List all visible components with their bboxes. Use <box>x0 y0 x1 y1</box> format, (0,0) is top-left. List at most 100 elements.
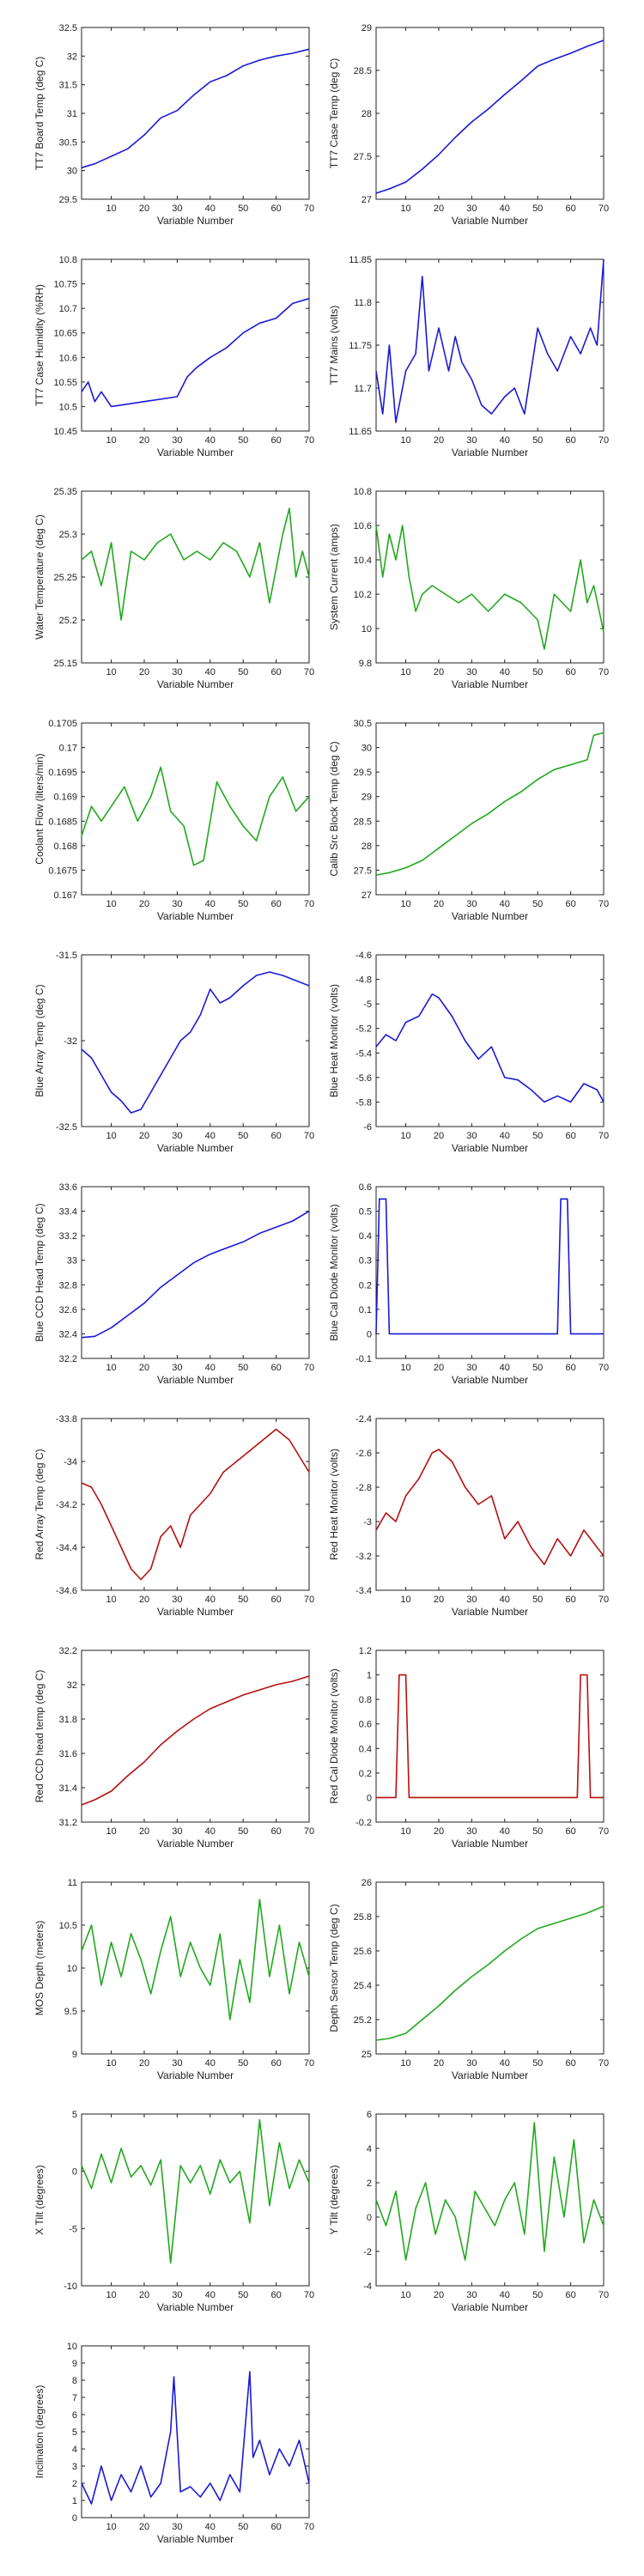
y-tick-label: 0.17 <box>59 744 77 754</box>
x-tick-label: 20 <box>139 1826 149 1837</box>
y-tick-label: -3.2 <box>355 1552 372 1562</box>
y-tick-label: 9.5 <box>64 2007 77 2017</box>
y-tick-label: 30 <box>67 167 77 177</box>
x-tick-label: 60 <box>270 899 281 909</box>
x-tick-label: 60 <box>270 1595 281 1605</box>
x-tick-label: 70 <box>598 204 609 214</box>
chart-panel-7: 10 20 30 40 50 60 70 0.167 0.1675 0.168 0.1685 0.16… <box>33 719 314 922</box>
x-tick-label: 50 <box>238 2522 248 2532</box>
x-tick-label: 20 <box>139 1363 149 1373</box>
x-tick-label: 20 <box>434 899 444 909</box>
x-tick-label: 20 <box>434 435 444 446</box>
x-tick-label: 60 <box>270 1826 281 1837</box>
y-tick-label: 9.8 <box>359 659 372 669</box>
chart-panel-5: 10 20 30 40 50 60 70 25.15 25.2 25.25 25.3 25.35 Var… <box>33 487 314 690</box>
y-axis-label: Blue CCD Head Temp (deg C) <box>33 1203 46 1341</box>
x-tick-label: 50 <box>238 204 248 214</box>
y-tick-label: -34.4 <box>56 1543 77 1553</box>
x-tick-label: 20 <box>139 899 149 909</box>
y-tick-label: 0.6 <box>359 1720 372 1730</box>
plot-frame <box>375 258 605 432</box>
x-tick-label: 40 <box>500 1826 510 1837</box>
y-tick-label: 29 <box>361 793 372 803</box>
x-tick-label: 70 <box>304 1131 314 1141</box>
y-tick-label: 10 <box>67 1964 77 1974</box>
y-tick-label: 0 <box>367 2213 372 2223</box>
chart-panel-21: 10 20 30 40 50 60 70 0 1 2 3 4 5 6 7 8 9 10 Variable Numbe… <box>33 2342 314 2545</box>
plot-frame <box>81 1881 310 2055</box>
x-tick-label: 70 <box>598 1131 609 1141</box>
x-tick-label: 60 <box>565 2290 575 2300</box>
series-line <box>81 48 310 169</box>
x-tick-label: 60 <box>565 204 575 214</box>
x-tick-label: 10 <box>400 435 410 446</box>
x-tick-label: 10 <box>106 2058 116 2069</box>
plot-frame <box>81 1418 310 1591</box>
x-tick-label: 30 <box>466 1826 477 1837</box>
x-tick-label: 30 <box>466 1595 477 1605</box>
y-tick-label: 25 <box>361 2050 372 2060</box>
x-axis-label: Variable Number <box>452 215 528 227</box>
x-tick-label: 10 <box>106 1595 116 1605</box>
x-tick-label: 30 <box>172 1826 182 1837</box>
x-axis-label: Variable Number <box>452 1142 528 1154</box>
series-line <box>81 2371 310 2505</box>
y-tick-label: 9 <box>72 2050 77 2060</box>
chart-panel-20: 10 20 30 40 50 60 70 -4 -2 0 2 4 6 Variable Number Y T… <box>328 2110 609 2313</box>
y-tick-label: 25.15 <box>53 659 77 669</box>
x-tick-label: 50 <box>532 1826 543 1837</box>
x-tick-label: 50 <box>238 1595 248 1605</box>
chart-panel-1: 10 20 30 40 50 60 70 29.5 30 30.5 31 31.5 32 32.5 Vari… <box>33 23 314 227</box>
chart-panel-13: 10 20 30 40 50 60 70 -34.6 -34.4 -34.2 -34 -33.8 Var… <box>33 1414 314 1618</box>
y-tick-label: 0 <box>367 1793 372 1803</box>
y-tick-label: 27 <box>361 195 372 205</box>
y-tick-label: 0.2 <box>359 1280 372 1291</box>
x-tick-label: 30 <box>172 204 182 214</box>
x-tick-label: 20 <box>434 1131 444 1141</box>
x-tick-label: 60 <box>565 1363 575 1373</box>
y-tick-label: 0.1705 <box>48 719 77 729</box>
y-axis-label: Water Temperature (deg C) <box>33 514 46 639</box>
x-tick-label: 10 <box>106 1826 116 1837</box>
x-tick-label: 70 <box>304 667 314 677</box>
x-tick-label: 60 <box>565 2058 575 2069</box>
y-tick-label: 10.45 <box>53 427 77 437</box>
y-tick-label: 10.2 <box>354 590 372 600</box>
plot-frame <box>375 490 605 664</box>
x-axis-label: Variable Number <box>157 215 234 227</box>
x-axis-label: Variable Number <box>157 447 234 459</box>
y-tick-label: 1 <box>72 2496 77 2506</box>
chart-panel-18: 10 20 30 40 50 60 70 25 25.2 25.4 25.6 25.8 26 Variab… <box>328 1878 609 2081</box>
x-tick-label: 40 <box>500 1363 510 1373</box>
y-tick-label: 30.5 <box>59 137 77 148</box>
series-line <box>81 1428 310 1581</box>
series-line <box>375 258 605 423</box>
y-tick-label: 10.75 <box>53 280 77 290</box>
x-tick-label: 30 <box>172 435 182 446</box>
y-tick-label: -33.8 <box>56 1414 77 1425</box>
y-tick-label: -34.6 <box>56 1586 77 1596</box>
x-tick-label: 60 <box>270 1131 281 1141</box>
x-axis-label: Variable Number <box>452 2301 528 2313</box>
x-tick-label: 40 <box>500 1595 510 1605</box>
y-tick-label: 25.6 <box>354 1947 372 1957</box>
y-tick-label: 0.3 <box>359 1256 372 1267</box>
series-line <box>376 1674 604 1799</box>
y-tick-label: -0.2 <box>355 1818 372 1828</box>
y-tick-label: 1.2 <box>359 1646 372 1656</box>
x-tick-label: 60 <box>565 1131 575 1141</box>
y-tick-label: 0.168 <box>53 841 77 852</box>
y-tick-label: 0.169 <box>53 793 77 803</box>
x-tick-label: 20 <box>434 2058 444 2069</box>
x-tick-label: 10 <box>106 2522 116 2532</box>
y-tick-label: 28 <box>361 841 372 852</box>
x-tick-label: 60 <box>270 667 281 677</box>
chart-panel-19: 10 20 30 40 50 60 70 -10 -5 0 5 Variable Number X Ti… <box>33 2110 314 2313</box>
x-tick-label: 30 <box>172 2058 182 2069</box>
x-tick-label: 50 <box>532 667 543 677</box>
y-tick-label: 10 <box>361 624 372 635</box>
y-axis-label: Y Tilt (degrees) <box>328 2165 340 2234</box>
y-tick-label: -34 <box>64 1457 77 1467</box>
y-axis-label: Inclination (degrees) <box>33 2385 46 2479</box>
